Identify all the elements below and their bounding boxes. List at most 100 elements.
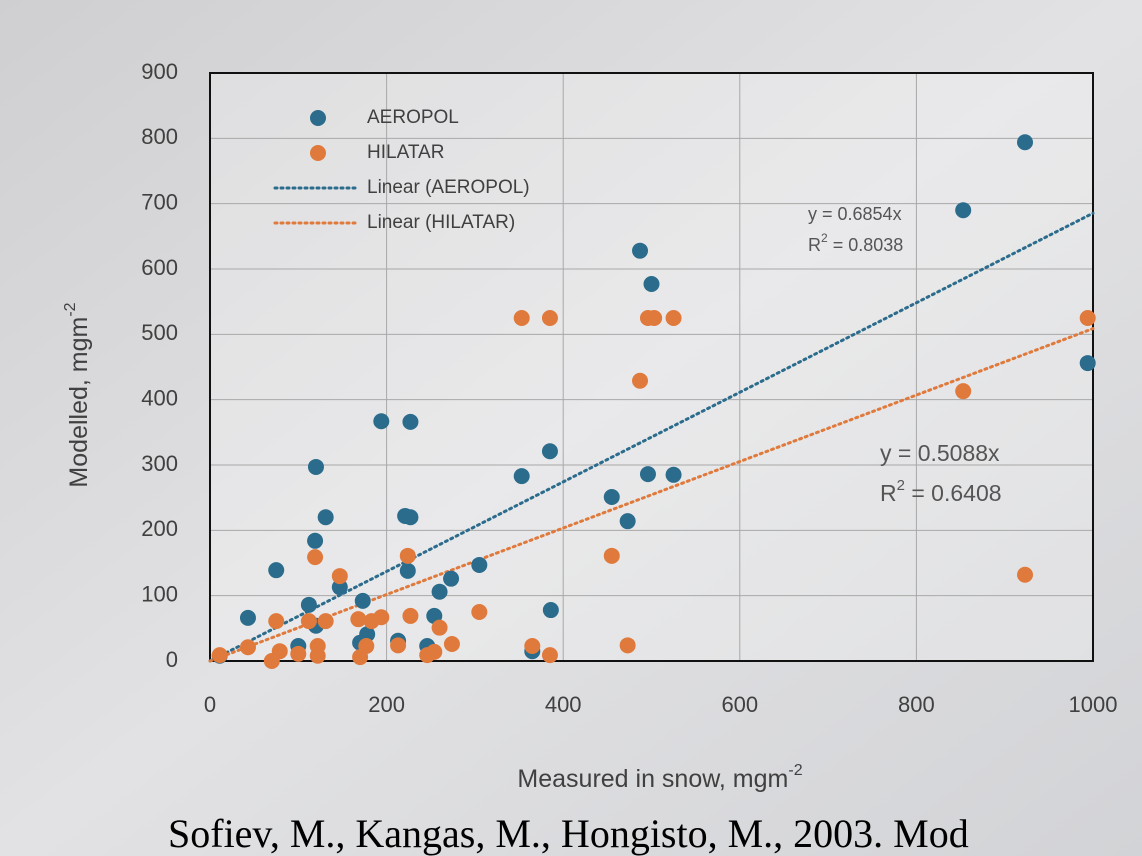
point	[426, 643, 443, 660]
point	[513, 310, 530, 326]
point	[390, 637, 407, 654]
point	[402, 509, 419, 526]
point	[524, 637, 541, 654]
point	[632, 242, 649, 259]
point	[290, 645, 307, 662]
legend-label: Linear (AEROPOL)	[367, 177, 530, 198]
trend-equation: y = 0.5088x	[880, 440, 1000, 466]
y-tick-label: 600	[141, 255, 178, 280]
point	[317, 613, 334, 630]
point	[603, 547, 620, 564]
point	[300, 613, 317, 630]
point	[665, 466, 682, 483]
x-tick-label: 0	[204, 692, 216, 717]
y-axis-title: Modelled, mgm-2	[62, 302, 92, 487]
point	[307, 549, 324, 566]
point	[402, 413, 419, 430]
point	[471, 556, 488, 573]
point	[513, 468, 530, 485]
x-axis-title-text: Measured in snow, mgm	[517, 765, 788, 793]
point	[955, 383, 972, 400]
y-tick-label: 0	[166, 647, 178, 672]
r2-text: R	[808, 235, 821, 255]
point	[431, 583, 448, 600]
trend-equation: y = 0.6854x	[808, 204, 902, 224]
trend-r2: R2 = 0.8038	[808, 231, 903, 255]
plot-area	[210, 73, 1093, 661]
point	[317, 509, 334, 526]
point	[619, 513, 636, 530]
point	[402, 607, 419, 624]
x-tick-label: 200	[368, 692, 405, 717]
point	[373, 609, 390, 626]
point	[646, 310, 663, 326]
r2-sup: 2	[821, 231, 828, 245]
point	[1079, 310, 1096, 326]
point	[271, 643, 288, 660]
point	[354, 592, 371, 609]
y-tick-label: 500	[141, 320, 178, 345]
caption: Sofiev, M., Kangas, M., Hongisto, M., 20…	[168, 811, 969, 856]
point	[309, 647, 326, 664]
r2-sup: 2	[897, 477, 905, 494]
y-tick-label: 700	[141, 189, 178, 214]
point	[239, 639, 256, 656]
point	[541, 443, 558, 460]
y-tick-label: 300	[141, 451, 178, 476]
point	[239, 609, 256, 626]
legend-label: AEROPOL	[367, 107, 459, 128]
point	[300, 596, 317, 613]
point	[331, 579, 348, 596]
trend-r2: R2 = 0.6408	[880, 477, 1002, 506]
point	[1017, 566, 1034, 583]
y-tick-label: 400	[141, 385, 178, 410]
point	[443, 636, 460, 653]
point	[471, 604, 488, 620]
x-tick-label: 600	[721, 692, 758, 717]
point	[643, 276, 660, 293]
x-tick-label: 800	[898, 692, 935, 717]
legend-label: Linear (HILATAR)	[367, 212, 515, 233]
point	[1079, 355, 1096, 372]
point	[307, 532, 324, 549]
y-axis-title-sup: -2	[62, 302, 79, 316]
legend-marker	[310, 145, 326, 161]
legend-marker	[310, 110, 326, 126]
point	[268, 613, 285, 630]
y-tick-label: 900	[141, 59, 178, 84]
r2-value: = 0.8038	[828, 235, 904, 255]
point	[619, 637, 636, 654]
point	[211, 647, 228, 664]
point	[359, 626, 376, 643]
point	[358, 637, 375, 654]
point	[639, 466, 656, 483]
point	[955, 202, 972, 219]
point	[268, 562, 285, 579]
point	[443, 570, 460, 587]
legend-label: HILATAR	[367, 142, 444, 163]
trendline	[208, 211, 1095, 663]
x-tick-label: 400	[545, 692, 582, 717]
point	[603, 489, 620, 506]
point	[1017, 134, 1034, 151]
y-tick-label: 100	[141, 581, 178, 606]
y-axis-title-text: Modelled, mgm	[65, 317, 93, 488]
x-axis-title-sup: -2	[788, 762, 802, 779]
point	[307, 458, 324, 475]
point	[350, 611, 367, 628]
y-tick-label: 800	[141, 124, 178, 149]
point	[431, 619, 448, 636]
r2-value: = 0.6408	[905, 480, 1002, 506]
point	[632, 372, 649, 389]
point	[542, 602, 559, 619]
point	[399, 562, 416, 579]
r2-text: R	[880, 480, 897, 506]
point	[541, 647, 558, 664]
point	[331, 568, 348, 585]
point	[399, 547, 416, 564]
x-axis-title: Measured in snow, mgm-2	[517, 762, 802, 792]
point	[373, 413, 390, 430]
